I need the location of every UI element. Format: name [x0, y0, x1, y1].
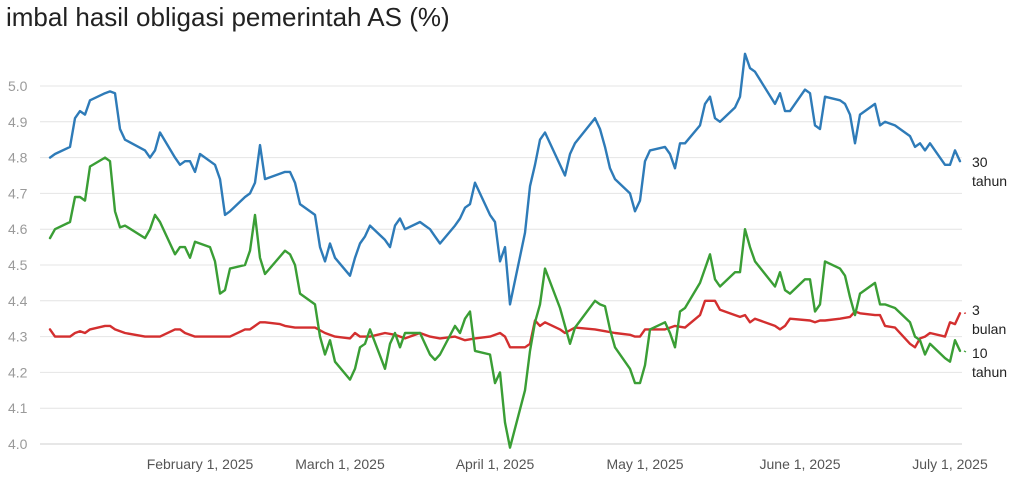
y-tick-label: 5.0	[8, 78, 28, 94]
series-label-line1: 30	[972, 154, 988, 170]
series-label-connector	[963, 350, 967, 353]
x-tick-label: June 1, 2025	[760, 456, 841, 472]
series-label-line2: tahun	[972, 173, 1007, 189]
y-tick-label: 4.3	[8, 329, 28, 345]
x-axis-ticks: February 1, 2025 March 1, 2025 April 1, 20…	[147, 456, 988, 472]
series-line-3-bulan	[48, 299, 962, 349]
y-tick-label: 4.5	[8, 257, 28, 273]
y-tick-label: 4.2	[8, 364, 28, 380]
series-label-line2: tahun	[972, 364, 1007, 380]
series-labels: 30 tahun 3 bulan 10 tahun	[963, 154, 1007, 380]
y-tick-label: 4.4	[8, 293, 28, 309]
y-tick-label: 4.9	[8, 114, 28, 130]
x-tick-label: March 1, 2025	[295, 456, 385, 472]
x-tick-label: May 1, 2025	[606, 456, 683, 472]
chart-title: imbal hasil obligasi pemerintah AS (%)	[6, 2, 450, 32]
y-tick-label: 4.8	[8, 150, 28, 166]
y-tick-label: 4.7	[8, 185, 28, 201]
series-label-line2: bulan	[972, 321, 1006, 337]
x-tick-label: April 1, 2025	[456, 456, 535, 472]
x-tick-label: July 1, 2025	[912, 456, 988, 472]
series-label-line1: 3	[972, 302, 980, 318]
series-label-line1: 10	[972, 345, 988, 361]
series-line-30-tahun	[48, 52, 962, 306]
y-tick-label: 4.6	[8, 221, 28, 237]
series-line-10-tahun	[48, 156, 962, 449]
y-tick-label: 4.1	[8, 400, 28, 416]
y-tick-label: 4.0	[8, 436, 28, 452]
y-axis-ticks: 4.0 4.1 4.2 4.3 4.4 4.5 4.6 4.7 4.8 4.9 5.0	[8, 78, 28, 452]
series-lines	[48, 52, 962, 449]
x-tick-label: February 1, 2025	[147, 456, 254, 472]
